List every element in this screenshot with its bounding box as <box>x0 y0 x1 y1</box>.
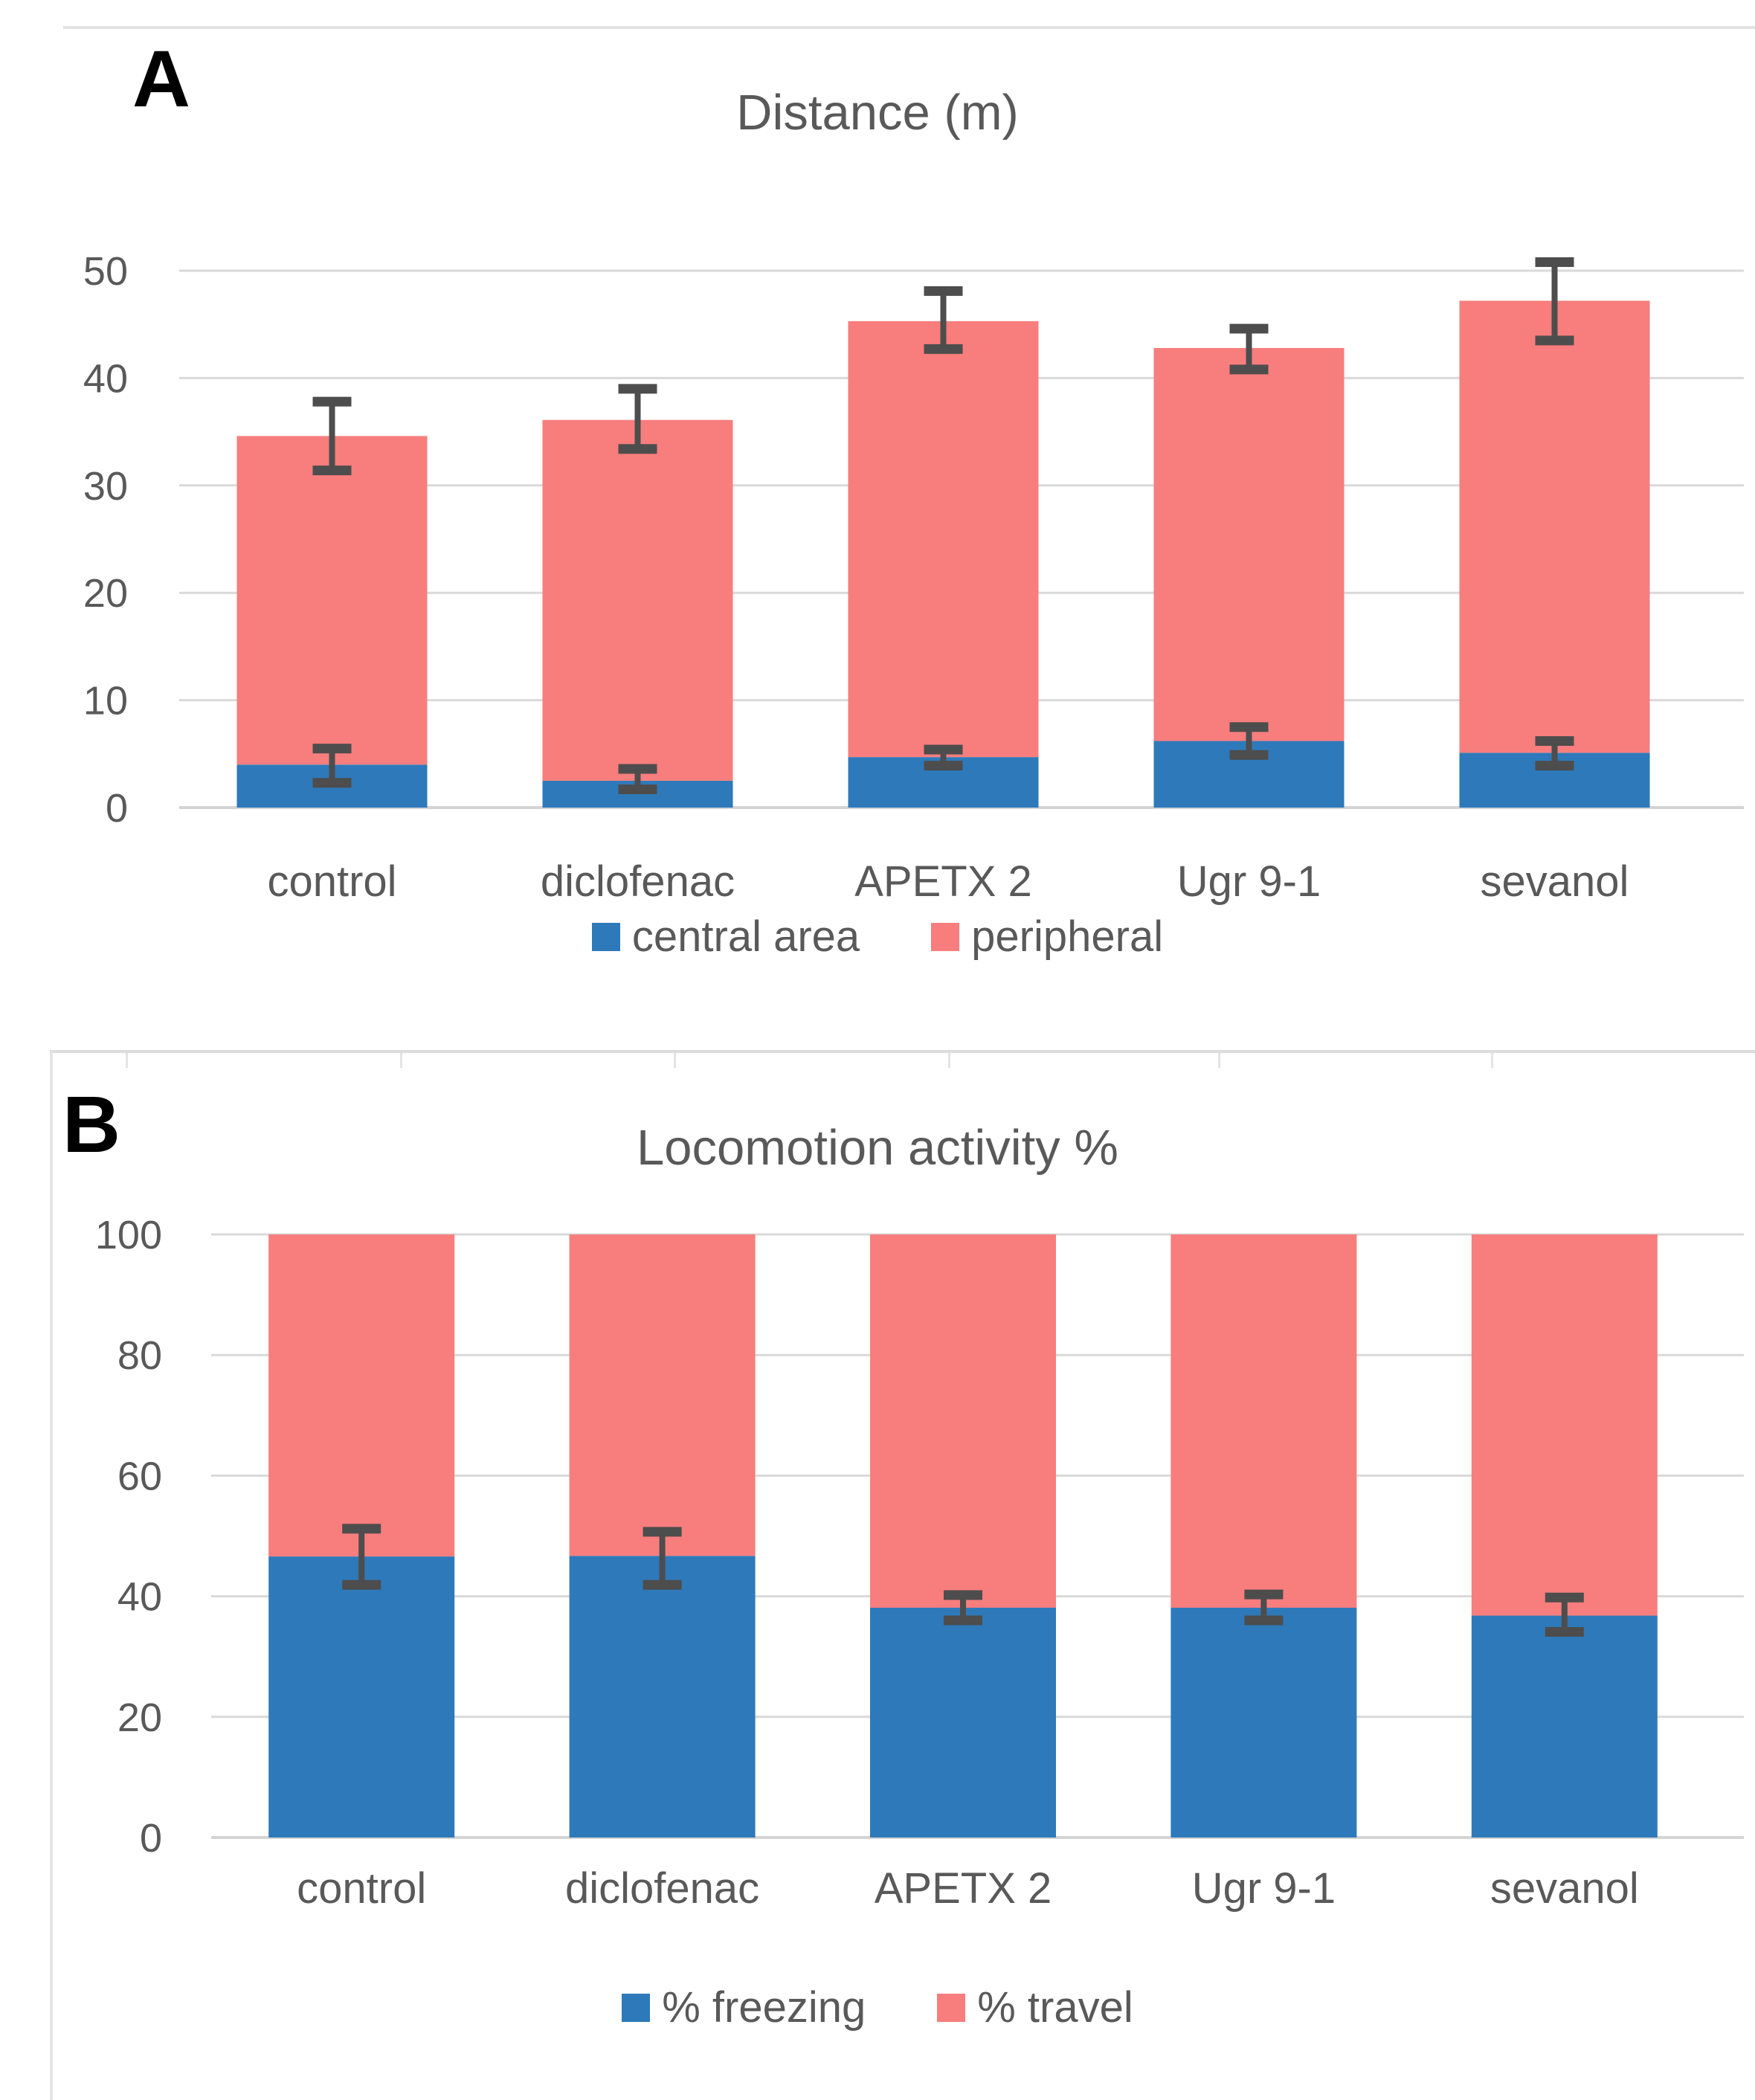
legend-label: % travel <box>977 1983 1133 2032</box>
panel-a-label: A <box>132 33 190 123</box>
y-tick-label: 40 <box>117 1575 162 1620</box>
y-tick-label: 0 <box>140 1816 162 1861</box>
bar-segment-blue <box>569 1556 756 1838</box>
chart-b-plot: 0 20 40 60 80 100 control diclofenac APETX 2 Ugr … <box>95 1213 1744 1913</box>
chart-b-legend: % freezing % travel <box>0 1983 1755 2032</box>
x-category-label: Ugr 9-1 <box>1192 1864 1336 1913</box>
legend-label: % freezing <box>662 1983 866 2032</box>
legend-item-freezing: % freezing <box>622 1983 866 2032</box>
x-category-label: Ugr 9-1 <box>1177 857 1321 906</box>
panel-divider-line <box>50 1050 1755 1053</box>
legend-label: central area <box>631 912 860 961</box>
bar-segment-blue <box>1471 1615 1658 1838</box>
x-category-label: control <box>267 857 396 906</box>
chart-b-left-border <box>50 1051 53 2100</box>
panel-a: 0 10 20 30 40 50 control diclofenac APETX 2 Ugr 9… <box>0 33 1755 962</box>
legend-label: peripheral <box>971 912 1164 961</box>
bar-segment-blue <box>1170 1608 1357 1838</box>
y-tick-label: 10 <box>83 679 128 724</box>
chart-a-title: Distance (m) <box>736 85 1019 141</box>
y-tick-label: 50 <box>83 249 128 294</box>
legend-item-travel: % travel <box>937 1983 1133 2032</box>
panel-b-label: B <box>62 1079 120 1169</box>
bar-segment-pink <box>870 1234 1056 1608</box>
y-tick-label: 0 <box>106 786 128 831</box>
travel-swatch-icon <box>937 1993 966 2022</box>
bar-segment-pink <box>542 419 733 781</box>
divider-tick-mark <box>948 1053 950 1068</box>
divider-tick-mark <box>674 1053 676 1068</box>
y-tick-label: 30 <box>83 464 128 509</box>
x-category-label: diclofenac <box>541 857 735 906</box>
y-tick-label: 100 <box>95 1213 162 1257</box>
chart-a-legend: central area peripheral <box>0 912 1755 962</box>
y-tick-label: 80 <box>117 1333 162 1378</box>
bar-segment-pink <box>1459 300 1650 753</box>
y-tick-label: 60 <box>117 1454 162 1498</box>
legend-item-peripheral: peripheral <box>931 912 1163 962</box>
bar-segment-pink <box>268 1234 455 1557</box>
bar-segment-blue <box>870 1608 1056 1838</box>
x-category-label: diclofenac <box>565 1864 759 1913</box>
central-area-swatch-icon <box>591 922 620 951</box>
bar-segment-pink <box>236 436 428 765</box>
bar-segment-pink <box>848 321 1039 758</box>
chart-a-top-border <box>63 26 1755 29</box>
x-category-label: APETX 2 <box>854 857 1032 906</box>
bar-segment-pink <box>1471 1234 1658 1616</box>
peripheral-swatch-icon <box>931 922 960 951</box>
divider-tick-mark <box>1218 1053 1220 1068</box>
y-tick-label: 40 <box>83 356 128 401</box>
x-category-label: control <box>297 1864 426 1913</box>
freezing-swatch-icon <box>622 1993 651 2022</box>
x-category-label: sevanol <box>1481 857 1629 906</box>
x-category-label: sevanol <box>1490 1864 1639 1913</box>
legend-item-central-area: central area <box>591 912 860 962</box>
bar-segment-pink <box>1153 347 1345 741</box>
x-category-label: APETX 2 <box>875 1864 1052 1913</box>
chart-b-title: Locomotion activity % <box>637 1120 1118 1176</box>
chart-a-plot: 0 10 20 30 40 50 control diclofenac APETX 2 Ugr 9… <box>83 249 1744 906</box>
y-tick-label: 20 <box>83 571 128 616</box>
divider-tick-mark <box>1491 1053 1493 1068</box>
bar-segment-pink <box>1170 1234 1357 1608</box>
bar-segment-blue <box>268 1556 455 1838</box>
y-tick-label: 20 <box>117 1695 162 1740</box>
divider-tick-mark <box>126 1053 128 1068</box>
bar-segment-pink <box>569 1234 756 1556</box>
panel-b: 0 20 40 60 80 100 control diclofenac APETX 2 Ugr … <box>0 1051 1755 2100</box>
divider-tick-mark <box>400 1053 402 1068</box>
